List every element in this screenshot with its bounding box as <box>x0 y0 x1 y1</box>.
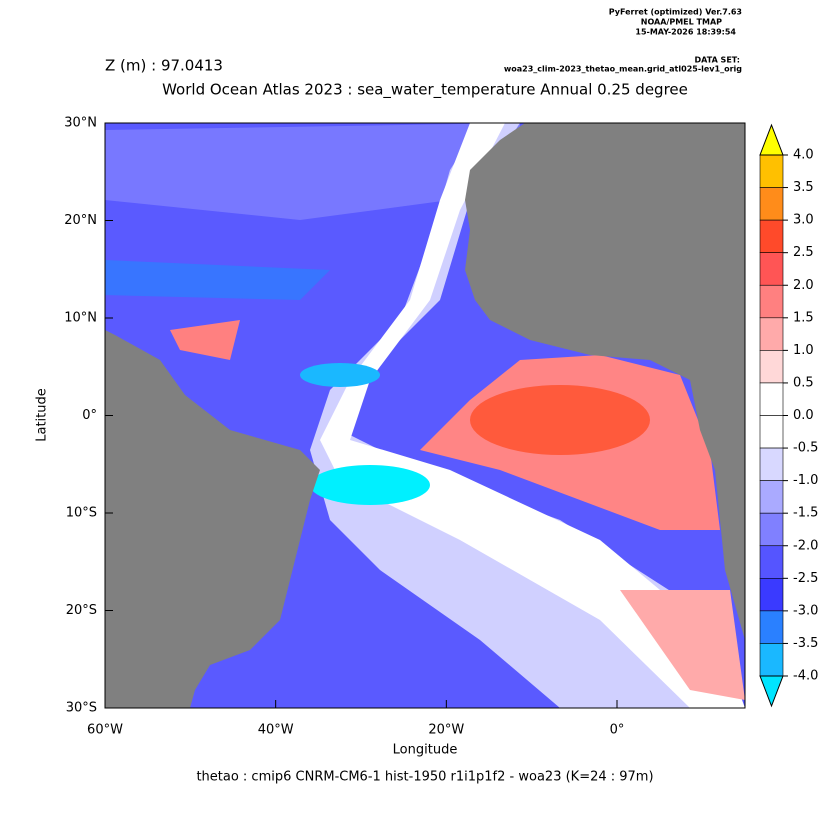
patch <box>620 590 745 700</box>
patch <box>300 363 380 387</box>
y-tick-label: 10°S <box>66 506 97 521</box>
colorbar-label: -2.0 <box>793 538 818 553</box>
colorbar-cell <box>759 382 784 416</box>
footer: thetao : cmip6 CNRM-CM6-1 hist-1950 r1i1… <box>196 770 653 785</box>
colorbar-label: 3.0 <box>793 213 814 228</box>
x-tick-label: 60°W <box>87 723 123 738</box>
y-tick-label: 30°S <box>66 701 97 716</box>
x-tick-label: 0° <box>610 723 625 738</box>
x-tick-label: 20°W <box>428 723 464 738</box>
colorbar-cell <box>759 219 784 253</box>
y-label: Latitude <box>35 388 50 442</box>
colorbar-label: 1.0 <box>793 343 814 358</box>
colorbar-cell <box>759 350 784 384</box>
colorbar-label: -0.5 <box>793 441 818 456</box>
colorbar-over <box>759 123 784 156</box>
lab: NOAA/PMEL TMAP <box>641 18 722 27</box>
colorbar-label: 0.0 <box>793 408 814 423</box>
colorbar-cell <box>759 252 784 286</box>
colorbar-label: -4.0 <box>793 669 818 684</box>
depth: Z (m) : 97.0413 <box>105 57 223 75</box>
y-tick-label: 20°N <box>64 213 97 228</box>
colorbar-label: 2.0 <box>793 278 814 293</box>
colorbar-under <box>759 675 784 708</box>
x-tick-label: 40°W <box>258 723 294 738</box>
patch <box>470 385 650 455</box>
colorbar-cell <box>759 284 784 319</box>
colorbar-cell <box>759 610 784 644</box>
colorbar-cell <box>759 643 784 677</box>
colorbar-cell <box>759 415 784 449</box>
colorbar-cell <box>759 317 784 351</box>
timestamp: 15-MAY-2026 18:39:54 <box>635 28 736 37</box>
colorbar-label: 3.5 <box>793 180 814 195</box>
y-tick-label: 10°N <box>64 311 97 326</box>
colorbar-cell <box>759 154 784 188</box>
colorbar-label: 1.5 <box>793 310 814 325</box>
colorbar-label: -3.0 <box>793 603 818 618</box>
y-tick-label: 0° <box>82 408 97 423</box>
x-label: Longitude <box>393 743 458 758</box>
colorbar-label: -1.5 <box>793 506 818 521</box>
field <box>105 123 745 708</box>
colorbar-label: 4.0 <box>793 148 814 163</box>
land <box>465 123 745 640</box>
software: PyFerret (optimized) Ver.7.63 <box>609 8 742 17</box>
patch <box>320 123 745 708</box>
patch <box>170 320 240 360</box>
colorbar-label: 0.5 <box>793 375 814 390</box>
colorbar-label: -2.5 <box>793 571 818 586</box>
colorbar-cell <box>759 578 784 612</box>
patch <box>105 123 520 220</box>
patch <box>105 260 330 300</box>
dataset-label: DATA SET: <box>695 56 740 65</box>
y-tick-label: 20°S <box>66 603 97 618</box>
colorbar-cell <box>759 545 784 579</box>
colorbar-label: 2.5 <box>793 245 814 260</box>
patch <box>310 465 430 505</box>
y-tick-label: 30°N <box>64 116 97 131</box>
patch <box>310 123 745 708</box>
dataset: woa23_clim-2023_thetao_mean.grid_atl025-… <box>504 65 742 74</box>
colorbar-cell <box>759 480 784 514</box>
title: World Ocean Atlas 2023 : sea_water_tempe… <box>162 81 688 100</box>
colorbar-cell <box>759 512 784 547</box>
colorbar-cell <box>759 447 784 481</box>
colorbar-label: -1.0 <box>793 473 818 488</box>
colorbar-label: -3.5 <box>793 636 818 651</box>
colorbar-cell <box>759 187 784 221</box>
land <box>105 330 320 708</box>
